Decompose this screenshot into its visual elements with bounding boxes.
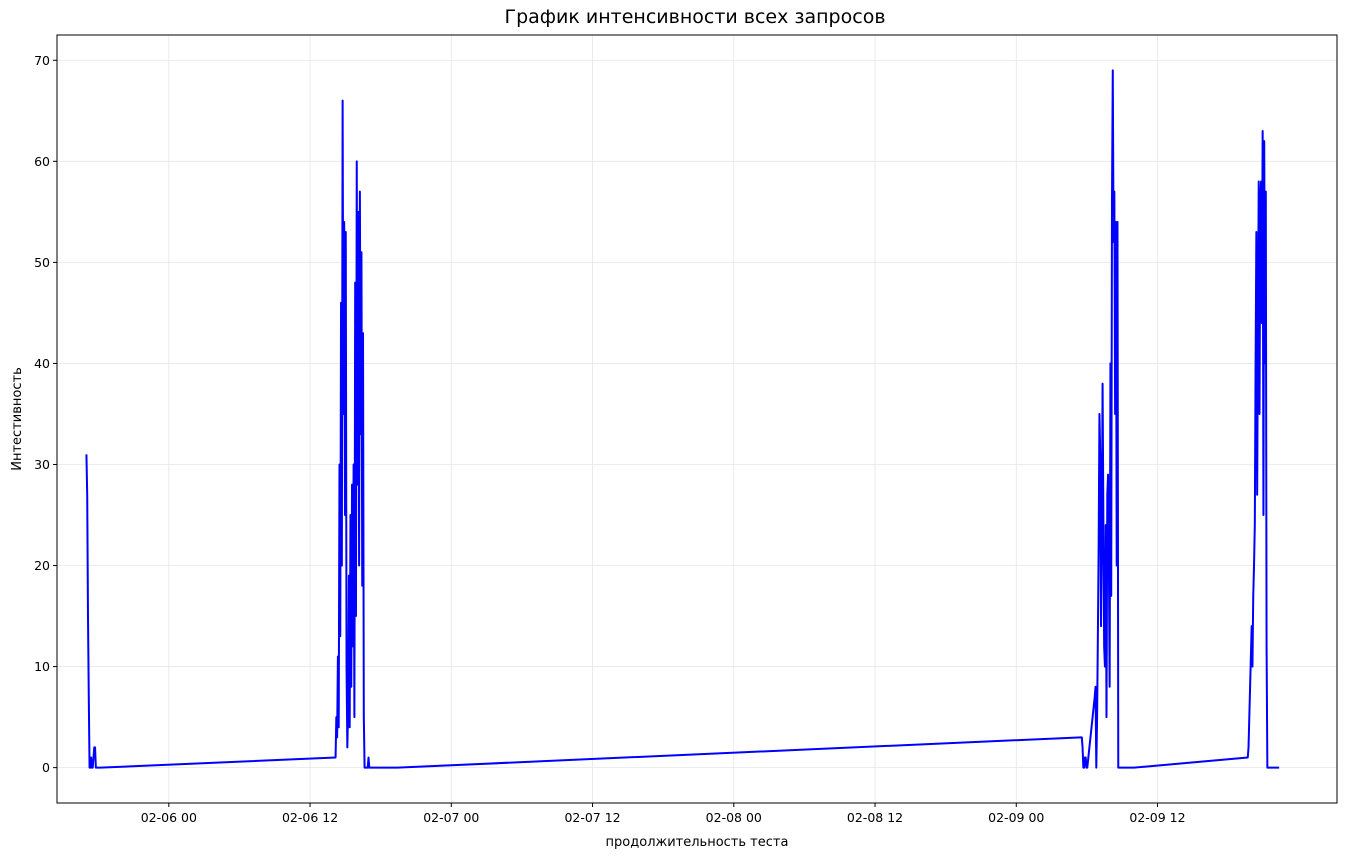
x-tick-label: 02-06 12 [282, 810, 338, 825]
x-tick-label: 02-09 00 [988, 810, 1044, 825]
x-tick-label: 02-06 00 [141, 810, 197, 825]
y-tick-label: 20 [34, 558, 50, 573]
grid-layer [57, 35, 1337, 803]
y-tick-label: 30 [34, 457, 50, 472]
x-axis-label: продолжительность теста [606, 835, 789, 850]
plot-frame [56, 34, 1338, 804]
intensity-series-line [85, 69, 1280, 769]
y-tick-label: 0 [42, 760, 50, 775]
x-tick-label: 02-07 00 [423, 810, 479, 825]
y-tick-label: 70 [34, 53, 50, 68]
x-tick-label: 02-08 12 [847, 810, 903, 825]
y-tick-label: 40 [34, 356, 50, 371]
line-layer [85, 69, 1280, 769]
tick-layer: 0 10 20 30 40 50 60 70 02-06 00 02-06 12 02-07 00 0… [34, 53, 1186, 825]
y-tick-label: 10 [34, 659, 50, 674]
x-tick-label: 02-09 12 [1129, 810, 1185, 825]
y-axis-label: Интестивность [10, 367, 25, 470]
x-tick-label: 02-08 00 [706, 810, 762, 825]
x-tick-label: 02-07 12 [564, 810, 620, 825]
y-tick-label: 50 [34, 255, 50, 270]
y-tick-label: 60 [34, 154, 50, 169]
chart-title: График интенсивности всех запросов [504, 6, 886, 28]
